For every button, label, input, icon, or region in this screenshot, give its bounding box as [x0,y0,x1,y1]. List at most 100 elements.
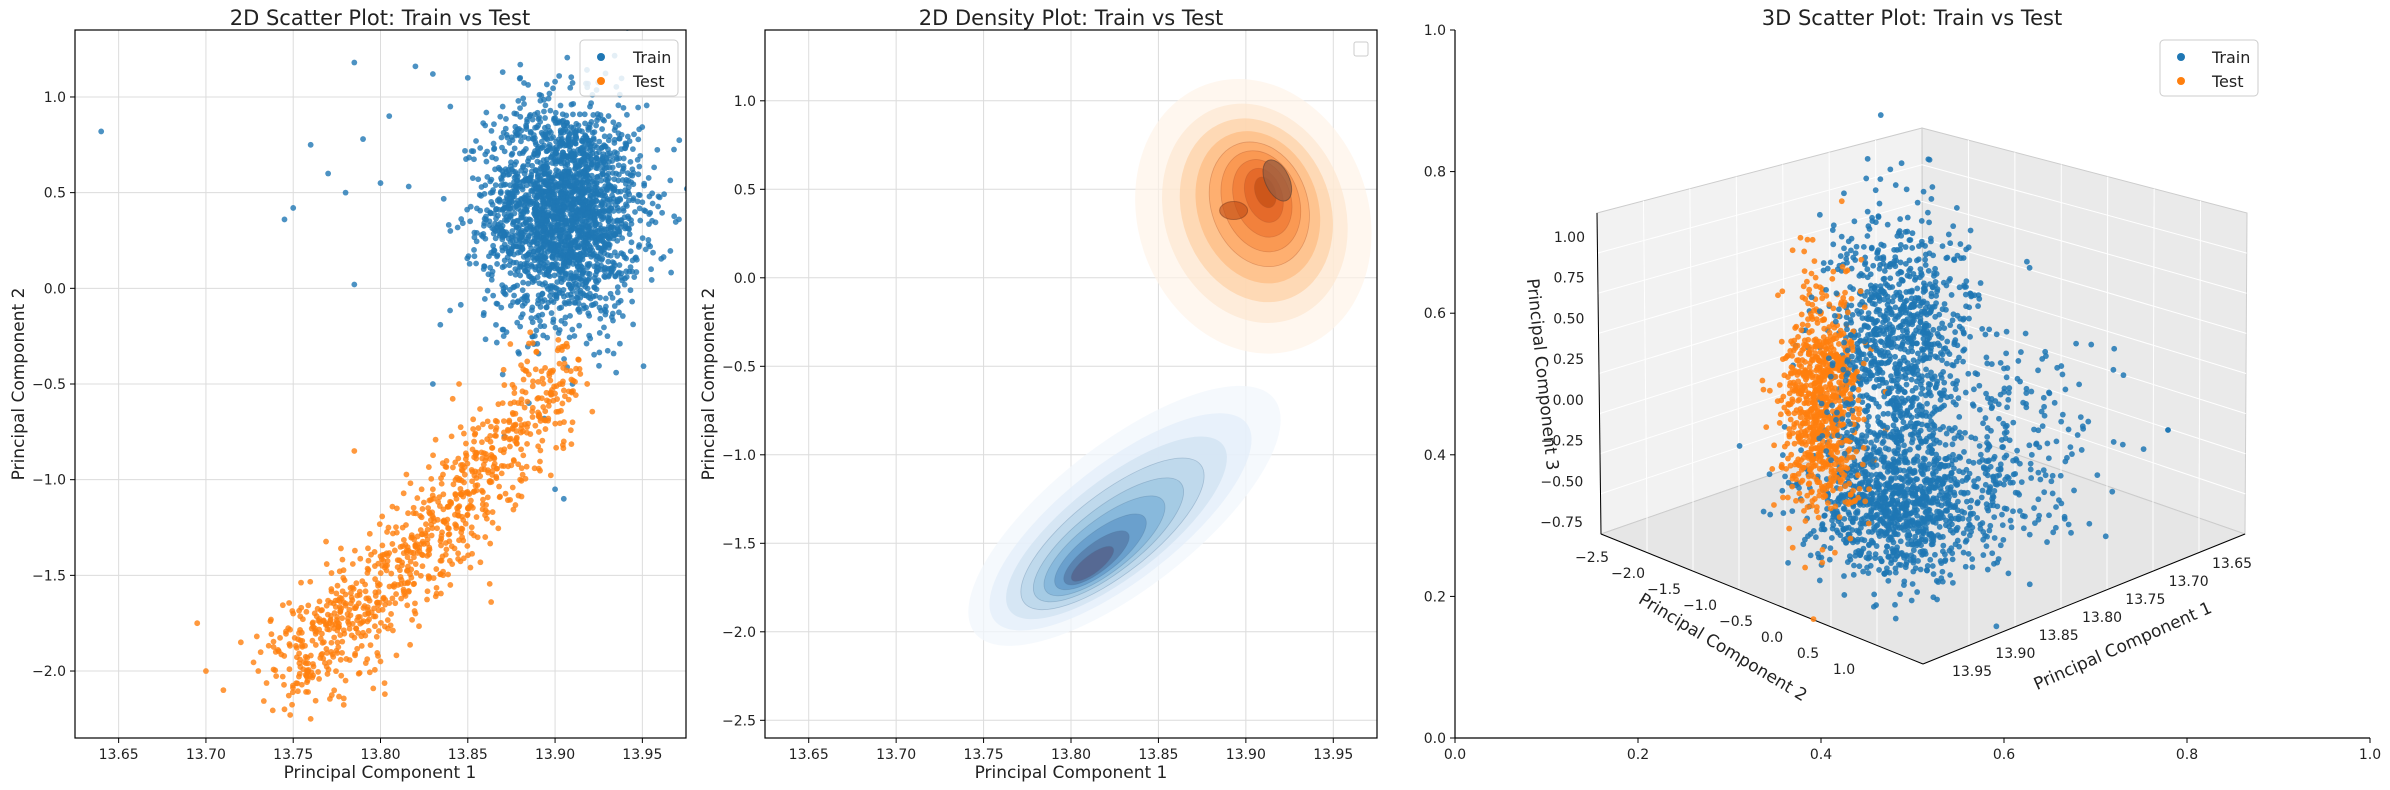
train-point-3d [1898,276,1905,283]
test-point [430,452,436,459]
train-point-3d [1919,488,1926,495]
train-point [541,297,548,303]
train-point [609,268,615,275]
train-point-3d [1962,389,1969,396]
train-point-3d [1840,536,1847,543]
test-point [572,392,579,399]
train-point-3d [1881,570,1888,577]
test-point [509,484,516,491]
train-point [488,127,495,134]
test-point [453,525,460,531]
test-point [524,440,530,447]
train-point [492,235,499,242]
train-point-3d [1897,492,1904,499]
train-point [471,156,477,163]
test-point [502,490,509,497]
test-point [477,406,483,412]
train-point-3d [1965,370,1972,377]
train-point-3d [1984,566,1991,573]
train-point-3d [1918,515,1925,521]
train-point-3d [1934,508,1940,515]
density-contours [968,78,1372,646]
test-point [486,478,493,485]
test-point [568,441,575,448]
test-point [554,347,561,354]
train-point [470,148,477,155]
test-point [524,398,531,405]
train-point [620,207,627,214]
test-point [392,600,399,607]
test-point [542,426,549,432]
test-point [555,336,562,343]
train-point [544,136,551,143]
train-point-3d [2014,447,2020,454]
train-point-3d [1982,465,1989,472]
train-point-3d [1926,461,1933,468]
train-point-3d [2010,508,2016,515]
test-point [507,341,514,347]
train-point-3d [1903,511,1910,518]
train-point-3d [1882,510,1888,517]
test-point [296,670,303,677]
train-point-3d [1942,557,1949,563]
train-point [526,155,532,162]
train-point [585,262,592,269]
train-point [501,205,507,212]
train-point [635,244,642,250]
test-point [277,634,283,641]
train-point-3d [1955,498,1961,505]
train-point [635,104,642,111]
axis-line-z [1596,212,1602,535]
train-point [466,260,473,267]
train-point-3d [1888,557,1895,563]
train-point [494,301,501,307]
train-point [462,147,468,154]
train-point-3d [1941,463,1948,470]
test-point [237,639,244,646]
test-point [513,434,520,441]
train-point [615,162,622,169]
train-point [569,326,576,333]
test-point [456,537,462,544]
test-point [270,644,277,650]
train-point [490,242,497,249]
train-point [647,209,654,216]
train-point [351,281,358,288]
train-point [570,274,576,281]
train-point [563,112,570,119]
test-point [462,456,469,462]
train-point-3d [1845,524,1852,531]
train-point [628,179,635,186]
test-point [440,491,447,498]
train-point-3d [1847,556,1854,563]
train-point-3d [1895,516,1902,522]
train-point-3d [1923,366,1929,373]
train-point [611,136,618,143]
test-point [519,388,526,395]
train-point [581,292,588,299]
test-point [461,464,468,471]
train-point-3d [1760,508,1767,515]
test-point [472,482,479,489]
train-point [633,269,640,275]
train-point [592,222,599,229]
test-point [452,492,459,498]
train-point [618,250,625,256]
train-point [508,166,515,173]
train-point [639,235,646,241]
test-point [567,427,574,434]
train-point [602,295,609,302]
train-point [599,157,605,164]
train-point [568,74,575,81]
train-point [614,289,621,296]
train-point [548,297,555,304]
train-point [547,293,553,299]
train-point [505,201,512,208]
train-point [609,164,616,171]
test-point [560,438,567,445]
train-point-3d [1986,527,1993,534]
train-point-3d [1881,532,1888,539]
test-point [501,418,507,424]
train-point [639,199,646,206]
train-point-3d [1858,466,1865,472]
